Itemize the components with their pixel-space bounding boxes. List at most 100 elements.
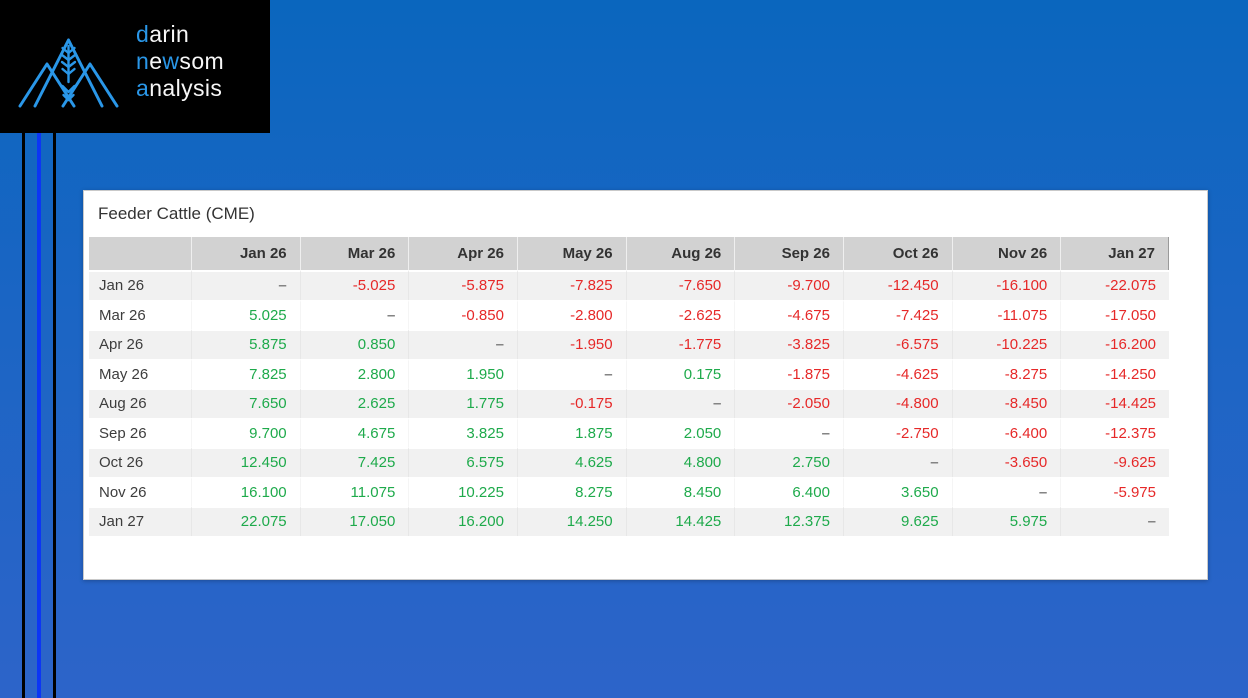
spread-value-cell: -8.450 — [951, 388, 1061, 418]
spread-value-cell: – — [299, 299, 409, 329]
column-header: Mar 26 — [299, 237, 409, 270]
logo-letter-segment: w — [162, 48, 180, 74]
spread-value-cell: -5.875 — [408, 270, 517, 300]
table-row: Sep 26 9.700 4.675 3.825 1.875 2.050– -2.750 -6… — [89, 417, 1169, 447]
spread-value-cell: 4.625 — [516, 447, 626, 477]
table-row: Nov 26 16.100 11.075 10.225 8.275 8.450 6.400 3… — [89, 476, 1169, 507]
spread-value-cell: 5.875 — [191, 329, 300, 359]
spread-value-cell: -3.650 — [951, 447, 1061, 477]
spread-value-cell: 9.625 — [842, 506, 952, 536]
spread-value-cell: -14.250 — [1060, 358, 1169, 388]
spread-value-cell: -14.425 — [1060, 388, 1169, 418]
column-header: Jan 26 — [191, 237, 300, 270]
spread-value-cell: 1.775 — [408, 388, 517, 418]
spread-value-cell: -11.075 — [951, 299, 1061, 329]
logo-text: darin newsom analysis — [136, 21, 224, 102]
spread-value-cell: – — [951, 476, 1061, 506]
spread-value-cell: 10.225 — [408, 476, 517, 506]
spread-value-cell: 1.875 — [516, 417, 626, 447]
spread-value-cell: 2.800 — [299, 358, 409, 388]
spread-value-cell: -4.800 — [842, 388, 952, 418]
spread-value-cell: -1.775 — [625, 329, 735, 359]
logo-line: analysis — [136, 75, 224, 102]
spread-value-cell: -6.400 — [951, 417, 1061, 447]
corner-cell — [89, 237, 191, 270]
spread-value-cell: 7.650 — [191, 388, 300, 418]
spread-value-cell: 0.850 — [299, 329, 409, 359]
spread-value-cell: 14.250 — [516, 506, 626, 536]
row-label: Nov 26 — [89, 476, 191, 507]
spread-value-cell: -16.200 — [1060, 329, 1169, 359]
row-label: Oct 26 — [89, 447, 191, 477]
logo-line: newsom — [136, 48, 224, 75]
spread-value-cell: – — [625, 388, 735, 418]
spread-value-cell: – — [734, 417, 843, 447]
spread-value-cell: – — [191, 270, 300, 300]
spread-value-cell: 5.975 — [951, 506, 1061, 536]
table-row: Jan 27 22.075 17.050 16.200 14.250 14.425 12.3… — [89, 506, 1169, 536]
spread-value-cell: 3.825 — [408, 417, 517, 447]
logo-letter-segment: e — [149, 48, 163, 74]
spread-value-cell: 11.075 — [299, 476, 409, 506]
logo-letter-segment: arin — [149, 21, 190, 47]
spread-value-cell: -2.750 — [842, 417, 952, 447]
spread-value-cell: 7.425 — [299, 447, 409, 477]
logo-letter-segment: nalysis — [149, 75, 223, 101]
spread-value-cell: -8.275 — [951, 358, 1061, 388]
column-header: Nov 26 — [951, 237, 1061, 270]
spread-value-cell: -2.800 — [516, 299, 626, 329]
spread-value-cell: -12.375 — [1060, 417, 1169, 447]
spread-value-cell: – — [516, 358, 626, 388]
spread-value-cell: -7.425 — [842, 299, 952, 329]
column-header: Apr 26 — [408, 237, 517, 270]
row-label: Aug 26 — [89, 388, 191, 418]
logo-letter-segment: n — [136, 48, 150, 74]
spread-value-cell: – — [408, 329, 517, 359]
table-row: Jan 26– -5.025 -5.875 -7.825 -7.650 -9.700 -12… — [89, 270, 1169, 300]
column-header: Sep 26 — [734, 237, 843, 270]
spread-value-cell: -6.575 — [842, 329, 952, 359]
table-row: Apr 26 5.875 0.850– -1.950 -1.775 -3.825 -6.57… — [89, 329, 1169, 359]
column-header: Aug 26 — [625, 237, 735, 270]
logo-line: darin — [136, 21, 224, 48]
spread-value-cell: 16.100 — [191, 476, 300, 506]
spread-value-cell: 6.575 — [408, 447, 517, 477]
logo[interactable]: darin newsom analysis — [0, 0, 270, 133]
table-row: Aug 26 7.650 2.625 1.775 -0.175– -2.050 -4.800… — [89, 388, 1169, 418]
spread-value-cell: 6.400 — [734, 476, 843, 506]
left-stripe-blue — [37, 133, 41, 698]
spread-value-cell: -2.050 — [734, 388, 843, 418]
spread-value-cell: 4.800 — [625, 447, 735, 477]
spread-value-cell: -9.625 — [1060, 447, 1169, 477]
spread-value-cell: 2.750 — [734, 447, 843, 477]
spread-value-cell: -17.050 — [1060, 299, 1169, 329]
spread-value-cell: -3.825 — [734, 329, 843, 359]
spread-value-cell: 12.375 — [734, 506, 843, 536]
quote-card: Feeder Cattle (CME) Jan 26 Mar 26 Apr 26 Ma… — [83, 190, 1208, 580]
spread-value-cell: – — [842, 447, 952, 477]
left-stripe-black-1 — [22, 133, 25, 698]
spread-value-cell: -12.450 — [842, 270, 952, 300]
spread-value-cell: -2.625 — [625, 299, 735, 329]
spread-value-cell: 9.700 — [191, 417, 300, 447]
spread-value-cell: -5.025 — [299, 270, 409, 300]
spread-value-cell: -7.825 — [516, 270, 626, 300]
spread-value-cell: -1.950 — [516, 329, 626, 359]
spread-value-cell: 0.175 — [625, 358, 735, 388]
table-title: Feeder Cattle (CME) — [98, 204, 255, 223]
spread-value-cell: 3.650 — [842, 476, 952, 506]
row-label: Mar 26 — [89, 299, 191, 330]
table-row: Mar 26 5.025– -0.850 -2.800 -2.625 -4.675 -7.4… — [89, 299, 1169, 330]
spread-value-cell: 2.050 — [625, 417, 735, 447]
spread-value-cell: -10.225 — [951, 329, 1061, 359]
spread-value-cell: 16.200 — [408, 506, 517, 536]
dna-mountains-wheat-icon — [18, 38, 119, 108]
left-stripe-black-2 — [53, 133, 56, 698]
spread-value-cell: -0.850 — [408, 299, 517, 329]
spread-value-cell: -22.075 — [1060, 270, 1169, 300]
column-header: May 26 — [516, 237, 626, 270]
spread-value-cell: 5.025 — [191, 299, 300, 329]
table-body: Jan 26– -5.025 -5.875 -7.825 -7.650 -9.700 -12… — [89, 270, 1169, 536]
spread-matrix-table: Jan 26 Mar 26 Apr 26 May 26 Aug 26 Sep 26 Oct … — [89, 237, 1169, 536]
logo-letter-segment: som — [179, 48, 225, 74]
